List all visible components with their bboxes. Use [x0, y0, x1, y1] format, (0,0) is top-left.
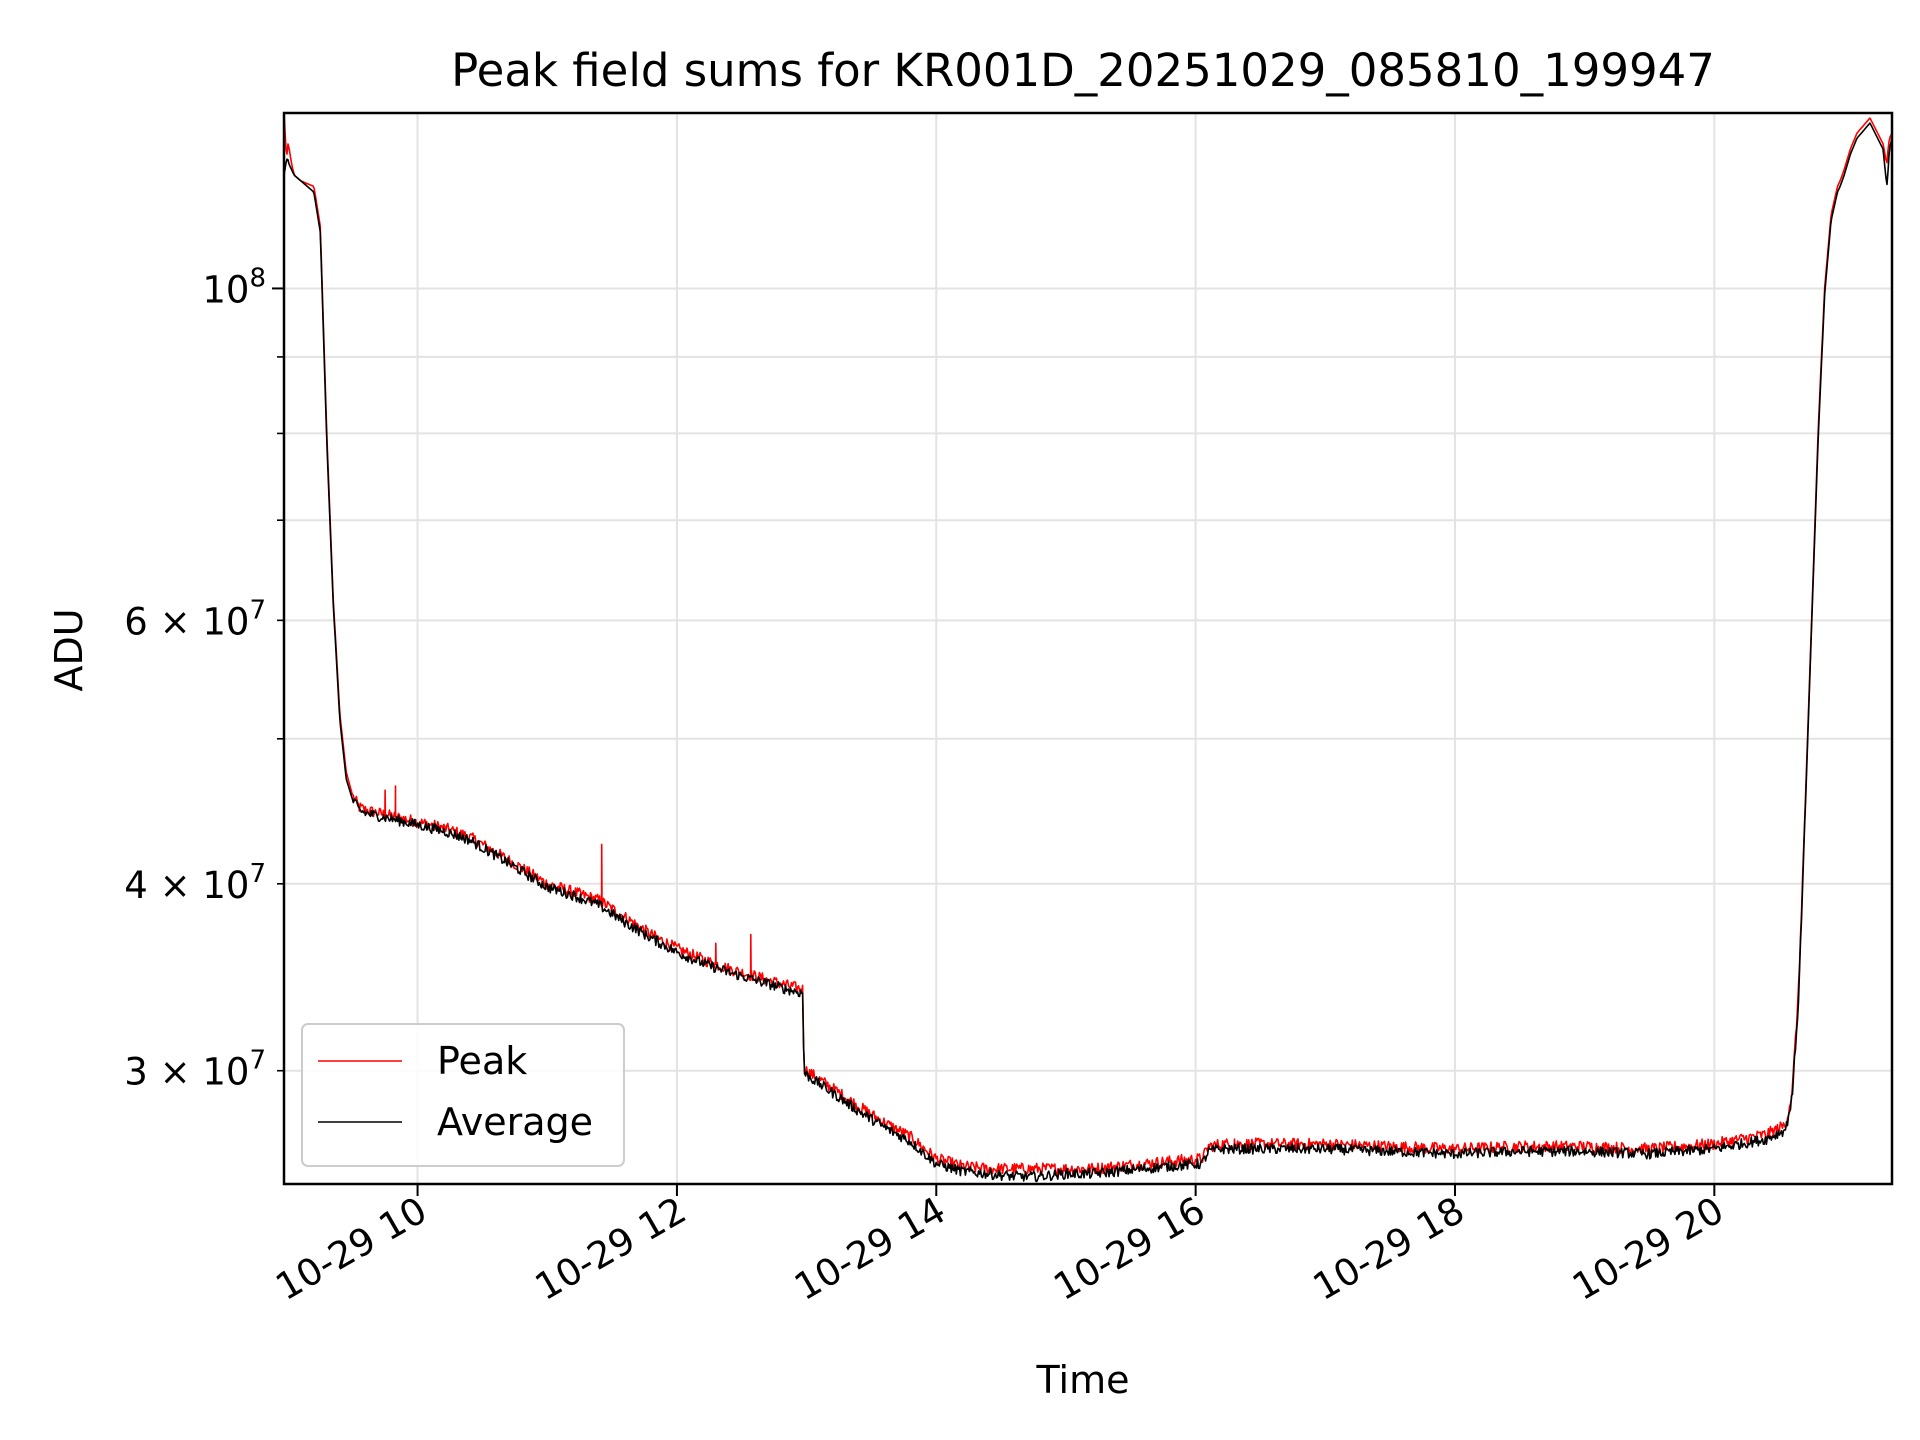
y-tick-label-times: ×: [148, 1051, 203, 1094]
legend: Peak Average: [301, 1023, 625, 1167]
y-tick-label: 3 × 107: [124, 1046, 266, 1094]
legend-label-peak: Peak: [437, 1039, 527, 1083]
y-tick-label-times: ×: [148, 864, 203, 907]
grid-layer: [284, 113, 1892, 1184]
y-tick-label-base: 10: [202, 864, 249, 907]
y-tick-label: 4 × 107: [124, 859, 266, 907]
chart-title: Peak field sums for KR001D_20251029_0858…: [451, 44, 1715, 97]
y-tick-label-exponent: 7: [249, 859, 266, 889]
y-tick-label-exponent: 7: [249, 1046, 266, 1076]
y-tick-label-base: 10: [202, 1051, 249, 1094]
plot-frame: [282, 111, 1894, 1186]
y-tick-label-exponent: 7: [249, 595, 266, 625]
y-tick-label: 108: [202, 263, 266, 311]
plot-area-background: [284, 113, 1892, 1184]
y-tick-label-times: ×: [148, 600, 203, 643]
series-layer: [283, 112, 1893, 1183]
y-tick-label-base: 10: [202, 600, 249, 643]
y-tick-label-mantissa: 4: [124, 864, 148, 907]
y-tick-label-mantissa: 6: [124, 600, 148, 643]
y-tick-label-exponent: 8: [249, 263, 266, 293]
y-tick-label-base: 10: [202, 268, 249, 311]
y-tick-label: 6 × 107: [124, 595, 266, 643]
x-axis-label: Time: [1036, 1358, 1130, 1402]
series-line-average: [283, 122, 1893, 1183]
y-axis-label: ADU: [47, 608, 91, 691]
legend-box: [301, 1023, 625, 1167]
y-tick-label-mantissa: 3: [124, 1051, 148, 1094]
legend-label-average: Average: [437, 1100, 593, 1144]
